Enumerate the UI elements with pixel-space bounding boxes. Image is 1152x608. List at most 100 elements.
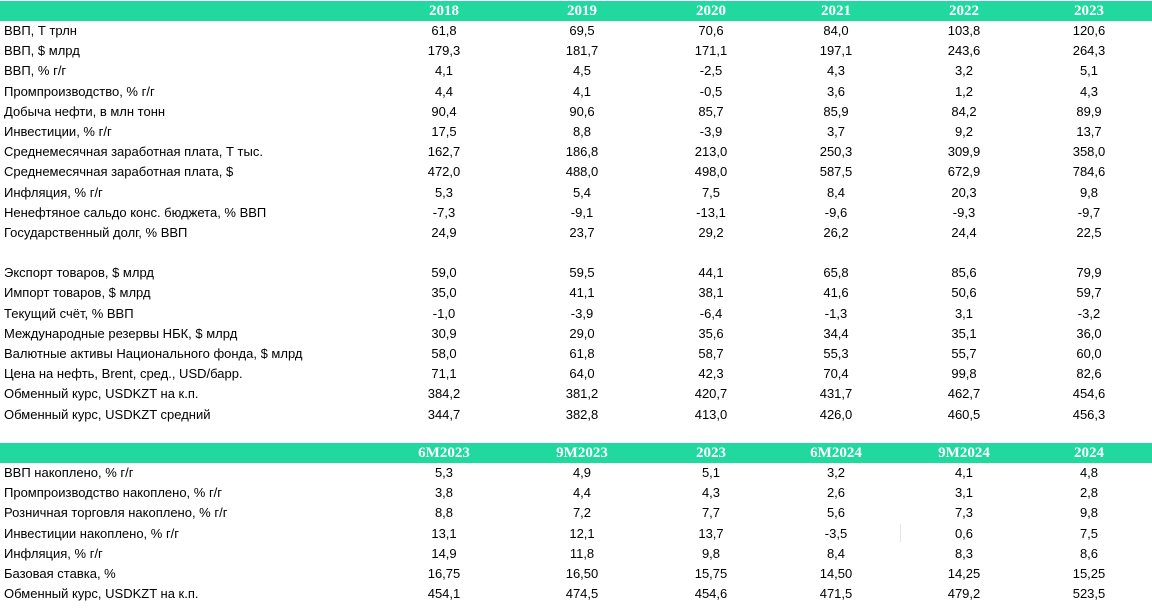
- row-label: Среднемесячная заработная плата, Т тыс.: [4, 144, 263, 160]
- row-label: Ненефтяное сальдо конс. бюджета, % ВВП: [4, 204, 267, 220]
- table-cell: 3,2: [954, 63, 974, 79]
- spacer-row: [0, 243, 1152, 263]
- table-cell: 17,5: [431, 123, 457, 139]
- table-cell: 11,8: [569, 545, 595, 561]
- row-label: Экспорт товаров, $ млрд: [4, 265, 154, 281]
- row-label: ВВП, % г/г: [4, 63, 67, 79]
- row-label: ВВП, Т трлн: [4, 23, 77, 38]
- row-label: Государственный долг, % ВВП: [4, 224, 188, 240]
- table-cell: -2,5: [699, 63, 723, 79]
- table-cell: 85,7: [698, 103, 724, 119]
- table-cell: 5,1: [1079, 63, 1099, 79]
- table-cell: 381,2: [565, 386, 599, 402]
- table-cell: 4,4: [434, 83, 454, 99]
- table-cell: 44,1: [698, 265, 724, 281]
- table-row: Обменный курс, USDKZT средний 344,7 382,8 4…: [0, 405, 1152, 425]
- period-header: 9М2023: [556, 445, 608, 461]
- table-row: Промпроизводство накоплено, % г/г 3,8 4,4 4…: [0, 483, 1152, 503]
- table-cell: 426,0: [819, 406, 853, 422]
- table-cell: 70,4: [823, 366, 849, 382]
- table-row: ВВП, $ млрд 179,3 181,7 171,1 197,1 243,6 264,…: [0, 41, 1152, 61]
- table-cell: 35,0: [431, 285, 457, 301]
- table-cell: 50,6: [951, 285, 977, 301]
- table-cell: 8,8: [572, 123, 592, 139]
- year-header: 2019: [567, 3, 597, 19]
- table-row: Текущий счёт, % ВВП -1,0 -3,9 -6,4 -1,3 3,1 -3…: [0, 304, 1152, 324]
- table-cell: -9,6: [824, 204, 848, 220]
- table-row: Экспорт товаров, $ млрд 59,0 59,5 44,1 65,8 8…: [0, 263, 1152, 283]
- table-cell: -1,0: [432, 305, 456, 321]
- table-row: Инвестиции накоплено, % г/г 13,1 12,1 13,7 -…: [0, 524, 1152, 544]
- table-cell: 14,25: [947, 565, 981, 581]
- table-cell: 4,3: [1079, 83, 1099, 99]
- table-cell: 41,6: [823, 285, 849, 301]
- table-cell: 84,2: [951, 103, 977, 119]
- table-cell: 4,9: [572, 465, 592, 480]
- table-cell: -9,3: [952, 204, 976, 220]
- cell-divider: [900, 524, 901, 542]
- table-cell: 59,0: [431, 265, 457, 281]
- table-cell: 35,1: [951, 325, 977, 341]
- table-cell: 64,0: [569, 366, 595, 382]
- table-cell: 99,8: [951, 366, 977, 382]
- table-row: Государственный долг, % ВВП 24,9 23,7 29,2 2…: [0, 223, 1152, 243]
- table-cell: 474,5: [565, 586, 599, 602]
- table-cell: 85,6: [951, 265, 977, 281]
- table-cell: 250,3: [819, 144, 853, 160]
- table-cell: 7,5: [1079, 525, 1099, 541]
- table-row: Промпроизводство, % г/г 4,4 4,1 -0,5 3,6 1,2 4…: [0, 82, 1152, 102]
- table-cell: 8,8: [434, 505, 454, 521]
- periodic-indicators-table: 6М2023 9М2023 2023 6М2024 9М2024 2024 ВВ…: [0, 443, 1152, 604]
- table-cell: 85,9: [823, 103, 849, 119]
- table-cell: 15,25: [1072, 565, 1106, 581]
- row-label: Базовая ставка, %: [4, 565, 116, 581]
- table-cell: 7,2: [572, 505, 592, 521]
- row-label: Валютные активы Национального фонда, $ м…: [4, 346, 303, 361]
- table-cell: 4,3: [701, 485, 721, 501]
- table-cell: 179,3: [427, 43, 461, 59]
- table-cell: 29,2: [698, 224, 724, 240]
- table-cell: 9,2: [954, 123, 974, 139]
- row-label: Инфляция, % г/г: [4, 545, 103, 561]
- table-cell: 55,7: [951, 346, 977, 361]
- table-cell: 488,0: [565, 164, 599, 180]
- table-cell: 24,9: [431, 224, 457, 240]
- table-cell: 5,3: [434, 184, 454, 200]
- table-cell: 22,5: [1076, 224, 1102, 240]
- table-cell: 30,9: [431, 325, 457, 341]
- table-row: Розничная торговля накоплено, % г/г 8,8 7,…: [0, 503, 1152, 523]
- table-cell: 14,50: [819, 565, 853, 581]
- table-cell: 59,5: [569, 265, 595, 281]
- row-label: Инвестиции, % г/г: [4, 123, 112, 139]
- year-header: 2022: [949, 3, 979, 19]
- table-cell: 24,4: [951, 224, 977, 240]
- row-label: Обменный курс, USDKZT на к.п.: [4, 586, 199, 602]
- table-cell: 5,4: [572, 184, 592, 200]
- table-cell: -3,2: [1077, 305, 1101, 321]
- table-cell: 197,1: [819, 43, 853, 59]
- table-cell: 35,6: [698, 325, 724, 341]
- table-cell: 4,5: [572, 63, 592, 79]
- table-cell: 3,1: [954, 485, 974, 501]
- table-cell: 59,7: [1076, 285, 1102, 301]
- table-cell: 4,1: [434, 63, 454, 79]
- row-label: Инфляция, % г/г: [4, 184, 103, 200]
- row-label: Среднемесячная заработная плата, $: [4, 164, 234, 180]
- table-cell: 79,9: [1076, 265, 1102, 281]
- table-cell: 82,6: [1076, 366, 1102, 382]
- table-row: ВВП, % г/г 4,1 4,5 -2,5 4,3 3,2 5,1: [0, 61, 1152, 81]
- annual-indicators-table: 2018 2019 2020 2021 2022 2023 ВВП, Т трл…: [0, 1, 1152, 425]
- table-cell: 264,3: [1072, 43, 1106, 59]
- table-cell: -3,9: [699, 123, 723, 139]
- table-row: Добыча нефти, в млн тонн 90,4 90,6 85,7 85,9…: [0, 102, 1152, 122]
- table-cell: 4,1: [954, 465, 974, 480]
- year-header: 2023: [1074, 3, 1104, 19]
- table-cell: 8,6: [1079, 545, 1099, 561]
- table-cell: 9,8: [701, 545, 721, 561]
- table-cell: 4,8: [1079, 465, 1099, 480]
- table-cell: 70,6: [698, 23, 724, 38]
- table-cell: 38,1: [698, 285, 724, 301]
- table-cell: 344,7: [427, 406, 461, 422]
- table-row: Цена на нефть, Brent, сред., USD/барр. 71…: [0, 364, 1152, 384]
- table-cell: 5,3: [434, 465, 454, 480]
